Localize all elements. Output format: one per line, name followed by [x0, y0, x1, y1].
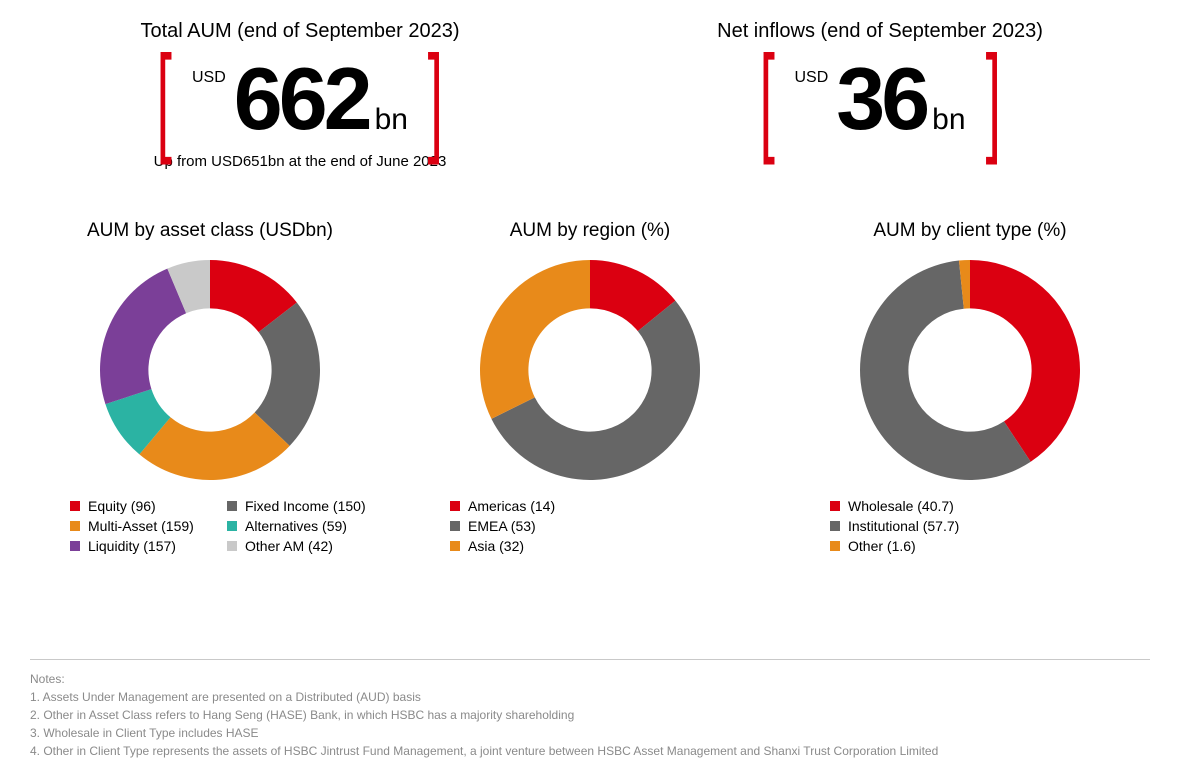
notes-section: Notes: 1. Assets Under Management are pr…: [30, 659, 1150, 760]
metric-unit: bn: [375, 103, 408, 137]
notes-item: 2. Other in Asset Class refers to Hang S…: [30, 706, 1150, 724]
chart-block: AUM by asset class (USDbn) Equity (96) Fix…: [40, 220, 380, 554]
donut-chart: [480, 260, 700, 480]
legend-label: Liquidity (157): [88, 538, 176, 554]
metric-block: Net inflows (end of September 2023) [ USD 3…: [620, 20, 1140, 170]
metric-inner: USD 36bn: [788, 55, 971, 143]
legend-label: EMEA (53): [468, 518, 536, 534]
legend-item: EMEA (53): [450, 518, 760, 534]
legend-item: Alternatives (59): [227, 518, 380, 534]
donut-slice: [100, 269, 186, 404]
notes-list: 1. Assets Under Management are presented…: [30, 688, 1150, 760]
metric-currency: USD: [794, 69, 828, 87]
metric-title: Net inflows (end of September 2023): [620, 20, 1140, 43]
legend-swatch-icon: [70, 541, 80, 551]
legend-item: Fixed Income (150): [227, 498, 380, 514]
bracket-left-icon: [: [760, 51, 775, 148]
metrics-row: Total AUM (end of September 2023) [ USD 662…: [0, 0, 1180, 180]
chart-legend: Wholesale (40.7) Institutional (57.7) Othe…: [800, 498, 1140, 554]
notes-item: 4. Other in Client Type represents the a…: [30, 742, 1150, 760]
legend-label: Asia (32): [468, 538, 524, 554]
legend-item: Americas (14): [450, 498, 760, 514]
legend-label: Americas (14): [468, 498, 555, 514]
metric-currency: USD: [192, 69, 226, 87]
legend-swatch-icon: [830, 541, 840, 551]
legend-swatch-icon: [830, 501, 840, 511]
chart-legend: Americas (14) EMEA (53) Asia (32): [420, 498, 760, 554]
metric-title: Total AUM (end of September 2023): [40, 20, 560, 43]
legend-label: Institutional (57.7): [848, 518, 959, 534]
chart-block: AUM by client type (%) Wholesale (40.7) In…: [800, 220, 1140, 554]
metric-number: 662: [234, 55, 369, 143]
notes-item: 3. Wholesale in Client Type includes HAS…: [30, 724, 1150, 742]
legend-swatch-icon: [830, 521, 840, 531]
bracket-right-icon: ]: [985, 51, 1000, 148]
metric-value: [USD36bn]: [752, 55, 1008, 143]
notes-item: 1. Assets Under Management are presented…: [30, 688, 1150, 706]
legend-label: Wholesale (40.7): [848, 498, 954, 514]
chart-title: AUM by client type (%): [873, 220, 1066, 242]
legend-item: Multi-Asset (159): [70, 518, 223, 534]
legend-item: Equity (96): [70, 498, 223, 514]
legend-label: Alternatives (59): [245, 518, 347, 534]
legend-item: Other (1.6): [830, 538, 1140, 554]
legend-label: Other (1.6): [848, 538, 916, 554]
legend-item: Asia (32): [450, 538, 760, 554]
legend-swatch-icon: [227, 541, 237, 551]
legend-label: Fixed Income (150): [245, 498, 366, 514]
legend-item: Institutional (57.7): [830, 518, 1140, 534]
legend-label: Other AM (42): [245, 538, 333, 554]
legend-swatch-icon: [450, 521, 460, 531]
chart-title: AUM by region (%): [510, 220, 671, 242]
metric-unit: bn: [932, 103, 965, 137]
legend-item: Wholesale (40.7): [830, 498, 1140, 514]
chart-block: AUM by region (%)Americas (14)EMEA (53)A…: [420, 220, 760, 554]
metric-subtitle: Up from USD651bn at the end of June 2023: [40, 153, 560, 170]
charts-row: AUM by asset class (USDbn) Equity (96) Fix…: [0, 180, 1180, 574]
donut-chart: [100, 260, 320, 480]
legend-swatch-icon: [227, 521, 237, 531]
legend-swatch-icon: [70, 521, 80, 531]
legend-swatch-icon: [70, 501, 80, 511]
legend-label: Multi-Asset (159): [88, 518, 194, 534]
legend-item: Other AM (42): [227, 538, 380, 554]
chart-title: AUM by asset class (USDbn): [87, 220, 333, 242]
legend-swatch-icon: [450, 501, 460, 511]
donut-chart: [860, 260, 1080, 480]
legend-item: Liquidity (157): [70, 538, 223, 554]
legend-swatch-icon: [227, 501, 237, 511]
donut-slice: [480, 260, 590, 419]
legend-swatch-icon: [450, 541, 460, 551]
metric-number: 36: [836, 55, 926, 143]
legend-label: Equity (96): [88, 498, 156, 514]
metric-value: [USD662bn]: [149, 55, 450, 143]
bracket-left-icon: [: [157, 51, 172, 148]
bracket-right-icon: ]: [428, 51, 443, 148]
notes-heading: Notes:: [30, 670, 1150, 688]
chart-legend: Equity (96) Fixed Income (150) Multi-Asset…: [40, 498, 380, 554]
metric-inner: USD 662bn: [186, 55, 414, 143]
metric-block: Total AUM (end of September 2023) [ USD 662…: [40, 20, 560, 170]
